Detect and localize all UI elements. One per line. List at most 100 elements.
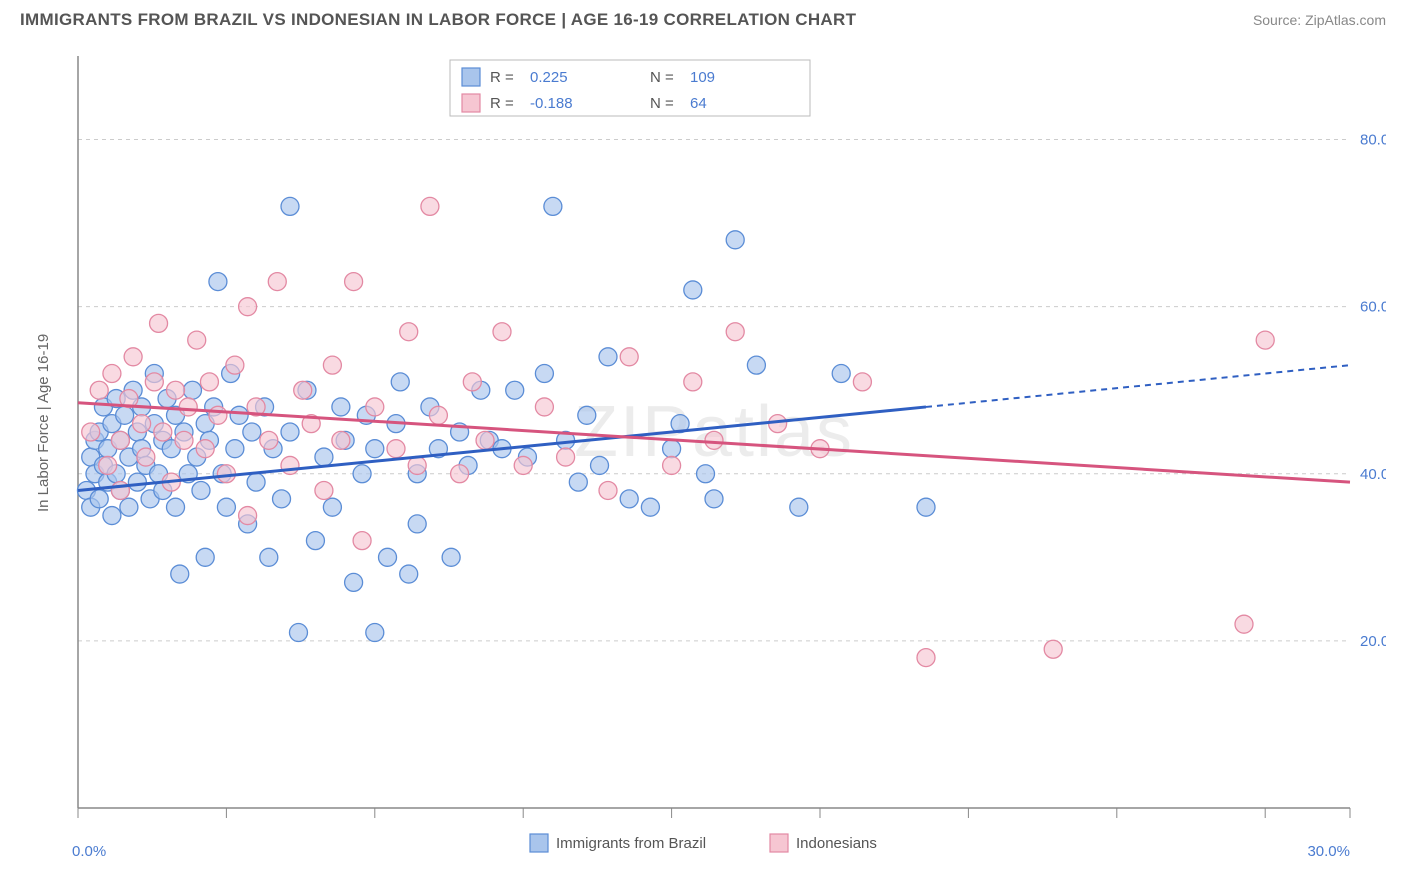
data-point-brazil (366, 440, 384, 458)
data-point-brazil (217, 498, 235, 516)
data-point-indonesian (332, 431, 350, 449)
data-point-brazil (247, 473, 265, 491)
data-point-brazil (400, 565, 418, 583)
data-point-brazil (391, 373, 409, 391)
data-point-indonesian (345, 273, 363, 291)
y-tick-label: 80.0% (1360, 132, 1386, 149)
data-point-indonesian (599, 481, 617, 499)
data-point-brazil (230, 406, 248, 424)
data-point-indonesian (917, 649, 935, 667)
data-point-indonesian (853, 373, 871, 391)
source-label: Source: ZipAtlas.com (1253, 12, 1386, 28)
data-point-brazil (289, 624, 307, 642)
data-point-brazil (705, 490, 723, 508)
data-point-brazil (103, 507, 121, 525)
data-point-brazil (442, 548, 460, 566)
stats-legend-r-value-indonesian: -0.188 (530, 95, 573, 112)
data-point-brazil (183, 381, 201, 399)
stats-legend-n-label: N = (650, 69, 674, 86)
data-point-brazil (591, 456, 609, 474)
data-point-brazil (917, 498, 935, 516)
stats-legend-r-label: R = (490, 69, 514, 86)
data-point-indonesian (463, 373, 481, 391)
legend-label-brazil: Immigrants from Brazil (556, 835, 706, 852)
data-point-indonesian (196, 440, 214, 458)
data-point-indonesian (260, 431, 278, 449)
data-point-indonesian (1256, 331, 1274, 349)
data-point-indonesian (124, 348, 142, 366)
data-point-indonesian (705, 431, 723, 449)
data-point-brazil (353, 465, 371, 483)
legend-swatch-indonesian (770, 834, 788, 852)
data-point-indonesian (154, 423, 172, 441)
data-point-brazil (535, 365, 553, 383)
data-point-brazil (408, 515, 426, 533)
data-point-indonesian (366, 398, 384, 416)
data-point-brazil (578, 406, 596, 424)
data-point-indonesian (226, 356, 244, 374)
data-point-indonesian (429, 406, 447, 424)
data-point-indonesian (353, 532, 371, 550)
data-point-indonesian (294, 381, 312, 399)
data-point-indonesian (663, 456, 681, 474)
data-point-indonesian (179, 398, 197, 416)
data-point-indonesian (167, 381, 185, 399)
data-point-indonesian (451, 465, 469, 483)
data-point-brazil (167, 498, 185, 516)
y-axis-label: In Labor Force | Age 16-19 (35, 334, 52, 512)
stats-legend-swatch-indonesian (462, 94, 480, 112)
y-tick-label: 60.0% (1360, 299, 1386, 316)
data-point-indonesian (188, 331, 206, 349)
data-point-brazil (569, 473, 587, 491)
data-point-brazil (663, 440, 681, 458)
y-tick-label: 20.0% (1360, 633, 1386, 650)
data-point-brazil (90, 490, 108, 508)
stats-legend-n-value-indonesian: 64 (690, 95, 707, 112)
chart-container: 20.0%40.0%60.0%80.0%0.0%30.0%In Labor Fo… (20, 38, 1386, 848)
data-point-indonesian (315, 481, 333, 499)
data-point-indonesian (200, 373, 218, 391)
data-point-brazil (323, 498, 341, 516)
chart-title: IMMIGRANTS FROM BRAZIL VS INDONESIAN IN … (20, 10, 856, 30)
data-point-indonesian (387, 440, 405, 458)
legend-label-indonesian: Indonesians (796, 835, 877, 852)
data-point-indonesian (145, 373, 163, 391)
data-point-brazil (544, 197, 562, 215)
x-tick-label: 30.0% (1307, 843, 1350, 860)
data-point-indonesian (209, 406, 227, 424)
stats-legend-r-value-brazil: 0.225 (530, 69, 568, 86)
data-point-brazil (726, 231, 744, 249)
data-point-brazil (196, 548, 214, 566)
data-point-indonesian (400, 323, 418, 341)
data-point-indonesian (268, 273, 286, 291)
data-point-indonesian (726, 323, 744, 341)
data-point-indonesian (323, 356, 341, 374)
data-point-brazil (506, 381, 524, 399)
data-point-brazil (273, 490, 291, 508)
data-point-indonesian (476, 431, 494, 449)
data-point-indonesian (535, 398, 553, 416)
data-point-brazil (171, 565, 189, 583)
y-tick-label: 40.0% (1360, 466, 1386, 483)
legend-swatch-brazil (530, 834, 548, 852)
data-point-brazil (641, 498, 659, 516)
x-tick-label: 0.0% (72, 843, 106, 860)
data-point-indonesian (133, 415, 151, 433)
data-point-brazil (332, 398, 350, 416)
data-point-brazil (366, 624, 384, 642)
data-point-indonesian (150, 314, 168, 332)
data-point-indonesian (103, 365, 121, 383)
data-point-indonesian (493, 323, 511, 341)
data-point-brazil (209, 273, 227, 291)
data-point-brazil (192, 481, 210, 499)
data-point-indonesian (239, 298, 257, 316)
data-point-indonesian (421, 197, 439, 215)
data-point-brazil (345, 573, 363, 591)
data-point-indonesian (684, 373, 702, 391)
data-point-brazil (747, 356, 765, 374)
data-point-brazil (306, 532, 324, 550)
data-point-brazil (260, 548, 278, 566)
stats-legend-n-value-brazil: 109 (690, 69, 715, 86)
data-point-brazil (243, 423, 261, 441)
data-point-indonesian (137, 448, 155, 466)
